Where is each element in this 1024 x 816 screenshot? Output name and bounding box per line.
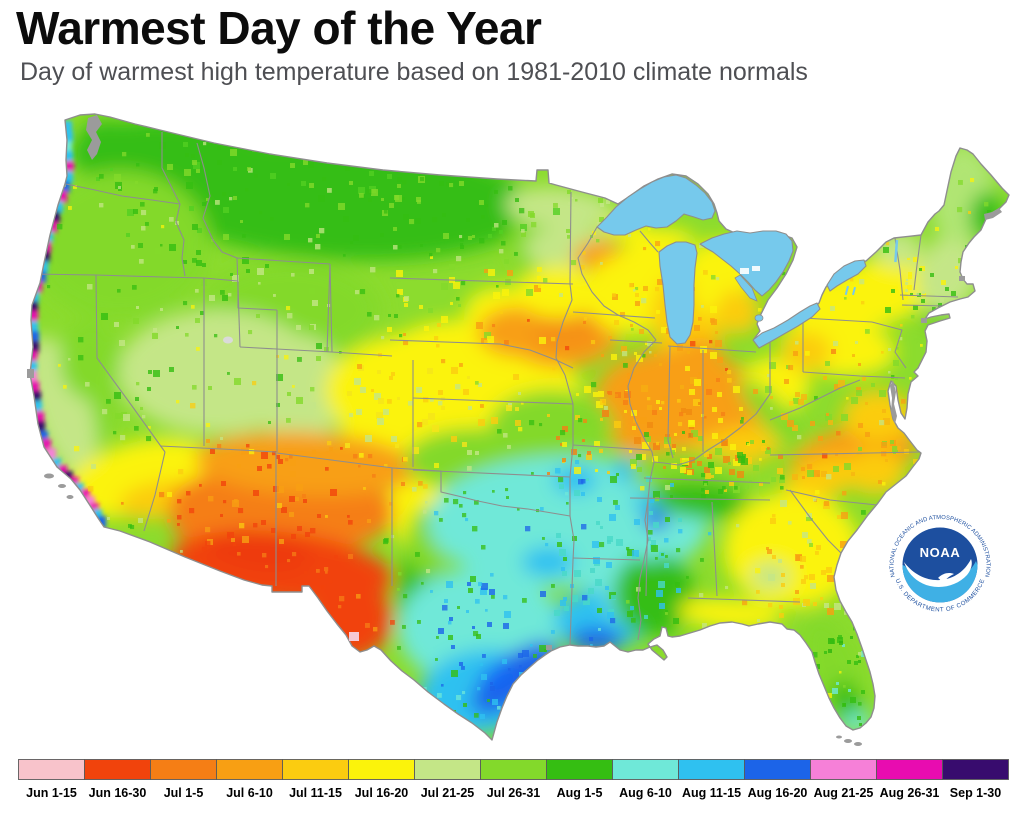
- svg-text:Jun 16-30: Jun 16-30: [89, 786, 147, 800]
- svg-text:Sep 1-30: Sep 1-30: [950, 786, 1001, 800]
- svg-text:Aug 16-20: Aug 16-20: [748, 786, 808, 800]
- svg-text:Aug 26-31: Aug 26-31: [880, 786, 940, 800]
- svg-text:NOAA: NOAA: [920, 545, 961, 560]
- svg-text:Aug 11-15: Aug 11-15: [682, 786, 741, 800]
- svg-text:Jul 1-5: Jul 1-5: [164, 786, 204, 800]
- svg-text:Jul 26-31: Jul 26-31: [487, 786, 541, 800]
- svg-text:Jul 16-20: Jul 16-20: [355, 786, 409, 800]
- svg-text:Jul 11-15: Jul 11-15: [289, 786, 342, 800]
- svg-text:Aug 6-10: Aug 6-10: [619, 786, 672, 800]
- svg-text:Jul 21-25: Jul 21-25: [421, 786, 475, 800]
- svg-text:Jun 1-15: Jun 1-15: [26, 786, 77, 800]
- svg-text:Aug 21-25: Aug 21-25: [814, 786, 874, 800]
- svg-text:Aug 1-5: Aug 1-5: [557, 786, 603, 800]
- svg-text:Jul 6-10: Jul 6-10: [226, 786, 273, 800]
